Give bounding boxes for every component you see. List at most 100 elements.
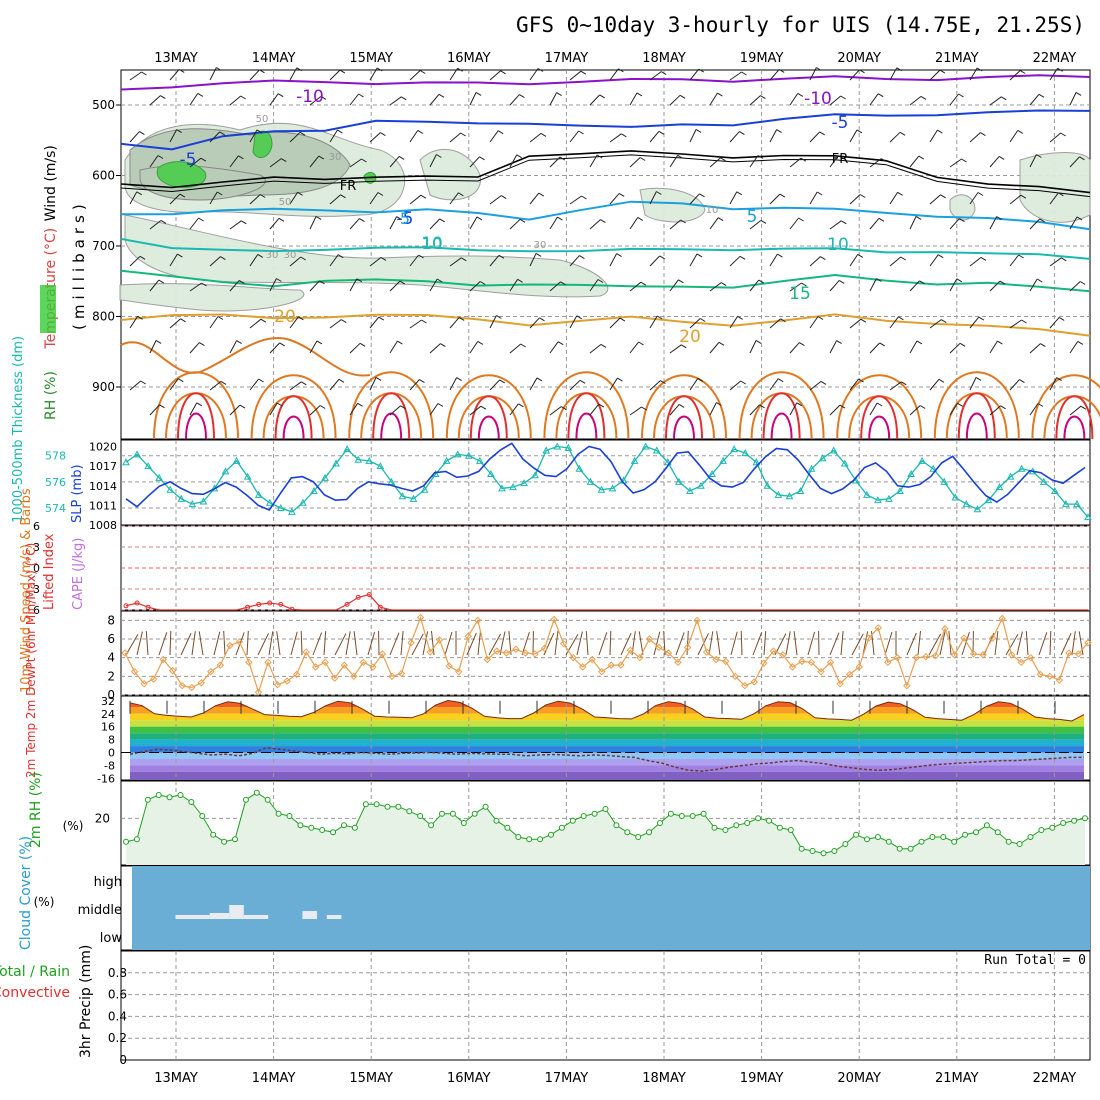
surface-wind-barb [862, 631, 869, 656]
thickness-marker [221, 467, 230, 475]
rh-marker [1082, 815, 1088, 822]
wind-barb [209, 381, 222, 391]
wind-barb [929, 254, 939, 267]
wind-barb-feather [817, 316, 824, 320]
top-date-axis: 13MAY 14MAY 15MAY 16MAY 17MAY 18MAY 19MAY 20MAY… [154, 51, 1076, 66]
lifted-index-marker [256, 601, 262, 607]
rh-marker [341, 822, 347, 829]
wind-barb [149, 220, 162, 230]
rh-marker [144, 796, 151, 803]
wind-barb [469, 281, 481, 292]
rh-marker [569, 817, 576, 824]
bottom-date-label: 17MAY [545, 1071, 589, 1086]
wind-barb-feather [437, 403, 444, 407]
wind-barb [789, 282, 802, 292]
wind-barb [1029, 154, 1037, 168]
rh-marker [940, 834, 947, 840]
wind-barb-feather [777, 378, 784, 383]
warm-contour-arch [860, 395, 899, 440]
wind-barb [229, 340, 238, 354]
thickness-marker [730, 445, 739, 453]
wind-barb [289, 192, 299, 205]
wind-barb-feather [580, 70, 587, 75]
slp-line [125, 442, 1086, 511]
warm-contour-arch [673, 415, 695, 440]
wind-speed-marker [960, 634, 968, 642]
wind-barb-feather [1057, 67, 1063, 72]
wind-barb-feather [458, 316, 465, 321]
wind-barb [629, 281, 642, 292]
wind-barb [689, 68, 700, 81]
wind-speed-marker [416, 613, 425, 622]
wind-barb [649, 71, 662, 81]
wind-barb-feather [476, 216, 483, 221]
temp-tick-label: 0 [108, 747, 115, 760]
rh-marker [417, 813, 424, 819]
surface-wind-barb [334, 633, 347, 656]
wind-barb-feather [359, 218, 365, 223]
wind-barb-feather [758, 279, 765, 284]
warm-contour-arch [477, 415, 500, 440]
temperature-band [130, 739, 1084, 747]
wind-barb-feather [1001, 96, 1007, 101]
rh-marker [351, 824, 358, 831]
thickness-marker [697, 481, 705, 489]
rh-marker [983, 822, 990, 829]
thickness-marker [741, 449, 750, 457]
cloud-level-label: middle [78, 903, 122, 918]
wind-speed-marker [855, 663, 863, 671]
wind-speed-marker [588, 655, 596, 664]
wind-barb-feather [299, 131, 306, 136]
wind-barb-feather [140, 380, 146, 385]
wind-barb [669, 94, 681, 106]
wind-barb [849, 69, 860, 81]
wind-speed-marker [941, 625, 949, 633]
thickness-marker [464, 451, 473, 459]
wind-barb [849, 129, 858, 143]
wind-barb-feather [380, 256, 387, 261]
rh-marker [973, 829, 979, 836]
wind-barb-feather [319, 405, 326, 409]
contour-label: -10 [296, 87, 324, 107]
wind-barb [869, 278, 877, 292]
wind-barb-feather [720, 157, 726, 162]
wind-speed-marker [1065, 649, 1073, 657]
surface-wind-barb [353, 631, 358, 656]
surface-wind-barb [312, 632, 323, 656]
wind-barb [729, 316, 739, 329]
thickness-marker [232, 456, 241, 464]
surface-wind-barb [609, 630, 612, 656]
wind-barb-feather [679, 94, 686, 99]
wind-barb-feather [338, 378, 345, 383]
wind-barb [709, 341, 720, 354]
wind-barb-feather [576, 315, 583, 320]
pressure-tick-label: 700 [92, 239, 115, 253]
wind-barb-feather [139, 131, 145, 136]
wind-barb [789, 342, 800, 354]
wind-barb-feather [520, 343, 526, 348]
contour-label: FR [832, 152, 849, 167]
bottom-date-label: 19MAY [740, 1071, 784, 1086]
wind-barb-feather [276, 402, 283, 407]
wind-barb [629, 157, 641, 168]
thickness-marker [188, 500, 197, 508]
temperature-band [130, 771, 1084, 780]
pressure-axis: 500 600 700 800 900 [92, 98, 121, 394]
bottom-date-label: 13MAY [154, 1071, 198, 1086]
surface-wind-barb [961, 632, 970, 656]
wind-barb [369, 132, 381, 143]
temp-tick-label: -8 [104, 759, 115, 772]
wind-barb-feather [500, 70, 506, 75]
surface-wind-barb [158, 632, 168, 656]
wind-speed-marker [893, 653, 902, 662]
wind-barb-feather [238, 279, 245, 284]
wind-barb-feather [801, 282, 807, 287]
wind-barb [609, 253, 618, 267]
wind-barb [1029, 278, 1038, 292]
wind-barb-feather [419, 379, 425, 384]
ylabel-total-rain: Total / Rain [0, 964, 70, 980]
wind-barb-feather [439, 218, 445, 223]
wind-barb-feather [1080, 405, 1087, 410]
